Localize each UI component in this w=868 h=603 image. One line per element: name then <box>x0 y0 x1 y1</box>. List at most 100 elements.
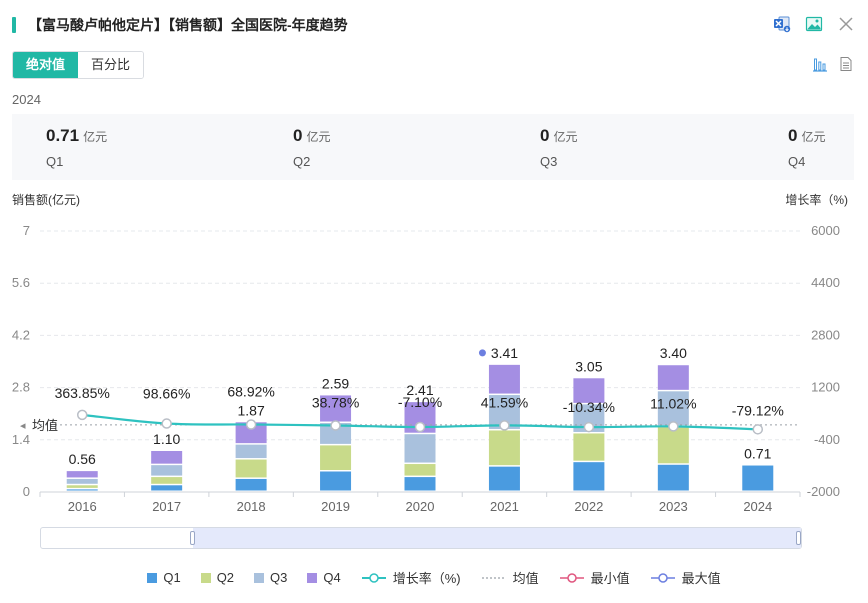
kpi-q4: 0 亿元 Q4 <box>788 126 825 169</box>
title-accent-bar <box>12 17 16 33</box>
legend-label: Q3 <box>270 570 288 585</box>
legend-label: 均值 <box>512 571 539 586</box>
top-toolbar <box>772 14 856 34</box>
bar-q1 <box>320 471 352 491</box>
y-right-tick-label: 1200 <box>811 380 840 395</box>
growth-rate-label: -10.34% <box>563 399 615 415</box>
legend-item-q1[interactable]: Q1 <box>147 568 181 587</box>
legend-label: 增长率（%) <box>392 571 461 586</box>
kpi-unit: 亿元 <box>306 130 331 144</box>
data-zoom-slider[interactable] <box>40 527 802 549</box>
legend-label: 最大值 <box>681 571 721 586</box>
bar-q2 <box>235 459 267 478</box>
sales-trend-chart: 0 -2000 1.4 -400 2.8 1200 4.2 2800 5.6 4400 7 6000 2… <box>12 223 840 514</box>
bar-q3 <box>66 478 98 484</box>
bar-total-label: 1.10 <box>153 431 180 447</box>
kpi-quarter: Q4 <box>788 154 806 169</box>
bar-q3 <box>235 444 267 459</box>
bar-q2 <box>657 426 689 464</box>
bar-q4 <box>235 422 267 444</box>
legend-item-average[interactable]: 均值 <box>481 568 539 587</box>
y-left-tick-label: 4.2 <box>12 327 30 342</box>
bar-q1 <box>657 464 689 491</box>
y-left-axis-title: 销售额(亿元) <box>12 193 80 207</box>
y-left-tick-label: 5.6 <box>12 275 30 290</box>
legend-line-symbol <box>361 572 386 583</box>
bar-q4 <box>66 471 98 478</box>
value-mode-toggle: 绝对值 百分比 <box>12 51 145 79</box>
bar-q3 <box>404 434 436 463</box>
growth-rate-point <box>330 420 341 431</box>
growth-rate-label: 11.02% <box>650 395 696 411</box>
legend-item-q3[interactable]: Q3 <box>254 568 287 587</box>
x-tick-label: 2019 <box>321 499 350 514</box>
bar-q4 <box>488 364 520 394</box>
x-tick-label: 2021 <box>490 499 519 514</box>
bar-total-label: 1.87 <box>237 402 264 418</box>
bar-total-label: 3.05 <box>575 358 602 374</box>
kpi-quarter: Q2 <box>293 154 311 169</box>
title-bar: 【富马酸卢帕他定片】【销售额】全国医院-年度趋势 <box>12 12 856 36</box>
image-export-icon[interactable] <box>804 14 824 34</box>
growth-rate-label: 41.59% <box>481 394 528 410</box>
bar-q2 <box>320 445 352 470</box>
kpi-value: 0 <box>788 126 798 145</box>
legend-label: Q2 <box>216 570 235 585</box>
growth-rate-label: 363.85% <box>55 385 110 401</box>
legend-item-min[interactable]: 最小值 <box>559 568 630 587</box>
growth-rate-label: -7.10% <box>398 394 442 410</box>
bar-q2 <box>488 430 520 466</box>
legend-item-max[interactable]: 最大值 <box>650 568 721 587</box>
x-tick-label: 2020 <box>406 499 435 514</box>
y-right-axis-title: 增长率（%) <box>785 193 848 207</box>
bar-q1 <box>573 462 605 491</box>
x-tick-label: 2018 <box>237 499 266 514</box>
y-right-tick-label: -400 <box>814 432 840 447</box>
x-tick-label: 2017 <box>152 499 181 514</box>
bar-q2 <box>573 433 605 461</box>
legend-item-q4[interactable]: Q4 <box>307 568 341 587</box>
absolute-value-button[interactable]: 绝对值 <box>13 52 79 78</box>
legend-item-growth-rate[interactable]: 增长率（%) <box>361 568 461 587</box>
bar-q1 <box>235 478 267 491</box>
bar-total-label: 0.56 <box>69 451 96 467</box>
y-left-tick-label: 0 <box>23 484 30 499</box>
bar-q1 <box>742 465 774 491</box>
average-label: 均值 <box>32 418 58 433</box>
growth-rate-label: 98.66% <box>143 386 190 402</box>
data-zoom-right-handle[interactable] <box>796 531 801 545</box>
legend-swatch <box>254 572 265 583</box>
table-view-icon[interactable] <box>838 56 854 77</box>
growth-rate-point <box>499 420 510 431</box>
kpi-q3: 0 亿元 Q3 <box>540 126 577 169</box>
bar-q4 <box>320 395 352 422</box>
bar-q1 <box>404 477 436 491</box>
kpi-value: 0 <box>293 126 303 145</box>
bar-chart-view-icon[interactable] <box>812 56 828 77</box>
data-zoom-range[interactable] <box>193 528 801 548</box>
x-tick-label: 2022 <box>574 499 603 514</box>
close-icon[interactable] <box>836 14 856 34</box>
growth-rate-label: -79.12% <box>732 402 784 418</box>
legend-swatch <box>307 572 318 583</box>
legend-label: 最小值 <box>590 571 630 586</box>
legend-max-symbol <box>650 572 675 583</box>
bar-q3 <box>151 465 183 476</box>
kpi-q1: 0.71 亿元 Q1 <box>46 126 107 169</box>
legend-dashed-symbol <box>481 576 506 579</box>
growth-rate-point <box>245 419 257 430</box>
bar-q4 <box>657 365 689 390</box>
x-tick-label: 2024 <box>743 499 772 514</box>
y-left-tick-label: 7 <box>23 223 30 238</box>
y-left-tick-label: 1.4 <box>12 432 30 447</box>
x-tick-label: 2023 <box>659 499 688 514</box>
excel-export-icon[interactable] <box>772 14 792 34</box>
y-left-tick-label: 2.8 <box>12 380 30 395</box>
max-value-marker <box>478 349 486 357</box>
bar-total-label: 3.40 <box>660 345 687 361</box>
view-switch <box>812 56 854 77</box>
legend-item-q2[interactable]: Q2 <box>200 568 235 587</box>
data-zoom-left-handle[interactable] <box>190 531 195 545</box>
percent-button[interactable]: 百分比 <box>78 52 144 78</box>
bar-total-label: 2.41 <box>406 382 433 398</box>
